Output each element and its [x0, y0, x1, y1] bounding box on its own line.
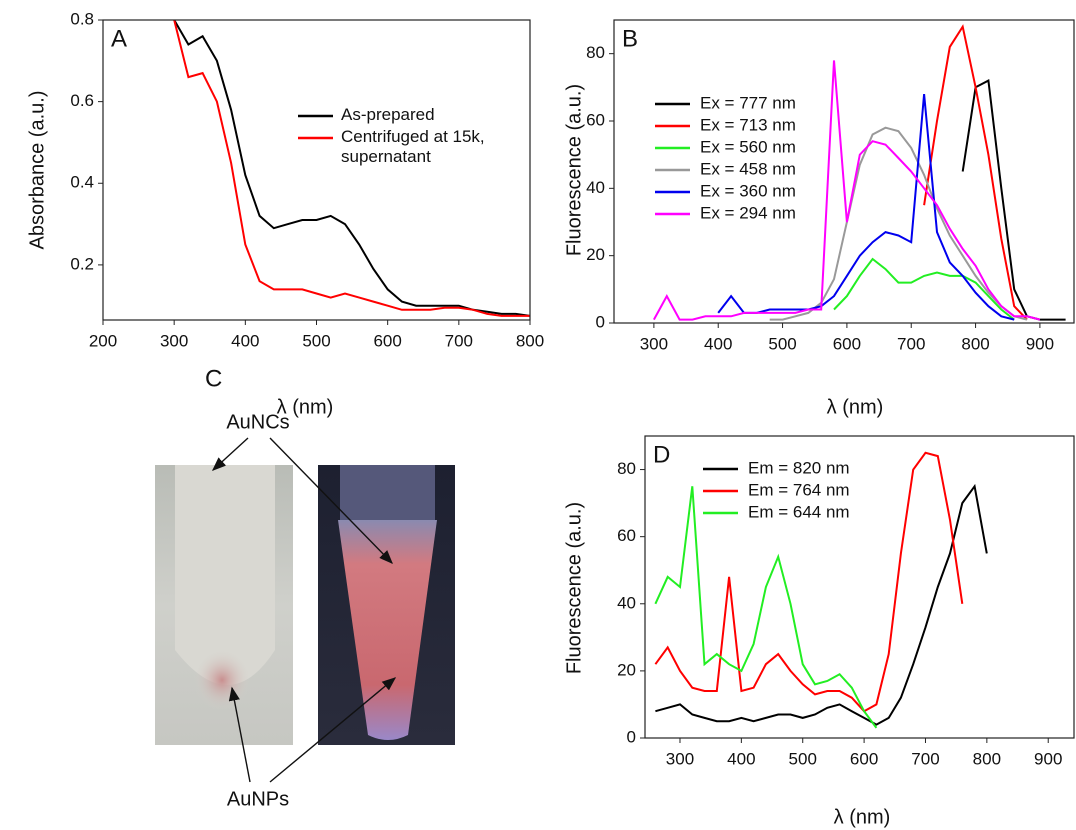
legend-label: Ex = 294 nm: [700, 203, 796, 222]
x-tick-label: 300: [160, 331, 188, 350]
line: [653, 60, 1041, 321]
x-tick-label: 800: [973, 749, 1001, 768]
x-tick-label: 800: [961, 334, 989, 353]
x-tick-label: 300: [640, 334, 668, 353]
panel-label: A: [111, 25, 127, 52]
y-tick-label: 0.6: [70, 91, 94, 110]
panel-label: C: [205, 365, 222, 392]
arrow: [211, 437, 249, 471]
line: [923, 24, 1028, 321]
y-tick-label: 60: [617, 526, 636, 545]
legend-label: Em = 820 nm: [748, 458, 850, 477]
line: [717, 94, 1015, 321]
panel-label: D: [653, 441, 670, 468]
y-tick-label: 40: [586, 178, 605, 197]
tube-top: [340, 465, 435, 520]
y-tick-label: 0.8: [70, 9, 94, 28]
y-axis-title: Fluorescence (a.u.): [563, 84, 585, 256]
legend-label: Ex = 560 nm: [700, 137, 796, 156]
legend-box: As-prepared: [341, 105, 435, 124]
x-tick-label: 600: [850, 749, 878, 768]
y-tick-label: 20: [586, 245, 605, 264]
legend-label: Ex = 713 nm: [700, 115, 796, 134]
x-tick-label: 400: [704, 334, 732, 353]
y-axis-title: Absorbance (a.u.): [26, 91, 48, 250]
plot-lines: [173, 20, 530, 317]
line: [654, 451, 964, 713]
line: [654, 486, 878, 729]
y-tick-label: 0: [596, 312, 605, 331]
legend-label: Ex = 458 nm: [700, 159, 796, 178]
x-tick-label: 500: [768, 334, 796, 353]
x-tick-label: 400: [231, 331, 259, 350]
x-tick-label: 700: [897, 334, 925, 353]
x-tick-label: 900: [1026, 334, 1054, 353]
panel-c: C AuNCs AuNPs: [155, 365, 455, 810]
nanoparticles: [194, 650, 250, 710]
line: [655, 483, 988, 726]
plot-frame: [644, 435, 1075, 739]
arrow: [228, 686, 251, 783]
x-tick-label: 500: [302, 331, 330, 350]
legend-label: Ex = 360 nm: [700, 181, 796, 200]
y-tick-label: 0.2: [70, 254, 94, 273]
y-tick-label: 80: [586, 43, 605, 62]
legend-label: Em = 644 nm: [748, 502, 850, 521]
line: [173, 20, 530, 317]
arrow: [269, 677, 397, 783]
x-tick-label: 800: [516, 331, 544, 350]
x-tick-label: 300: [666, 749, 694, 768]
label-aunp: AuNPs: [227, 788, 289, 810]
tube: [175, 465, 275, 685]
x-tick-label: 700: [911, 749, 939, 768]
line: [833, 257, 1015, 321]
x-tick-label: 700: [445, 331, 473, 350]
legend-box: Centrifuged at 15k, supernatant: [341, 127, 485, 166]
y-axis-title: Fluorescence (a.u.): [563, 502, 585, 674]
legend-label: Em = 764 nm: [748, 480, 850, 499]
y-tick-label: 0.4: [70, 173, 94, 192]
y-tick-label: 80: [617, 459, 636, 478]
arrow: [269, 437, 393, 565]
x-tick-label: 200: [89, 331, 117, 350]
legend-label: As-prepared: [341, 105, 435, 124]
x-tick-label: 900: [1034, 749, 1062, 768]
y-tick-label: 0: [627, 727, 636, 746]
label-aunc: AuNCs: [226, 411, 289, 433]
plot-lines: [654, 451, 988, 729]
plot-frame: [613, 19, 1075, 324]
x-tick-label: 600: [373, 331, 401, 350]
x-axis-title: λ (nm): [834, 806, 891, 828]
x-axis-title: λ (nm): [827, 396, 884, 418]
plot-frame: [102, 19, 531, 321]
x-tick-label: 500: [789, 749, 817, 768]
plot-lines: [653, 24, 1066, 321]
y-tick-label: 60: [586, 110, 605, 129]
x-axis-title: λ (nm): [277, 396, 334, 418]
y-tick-label: 20: [617, 660, 636, 679]
tube-glow: [338, 520, 437, 740]
x-tick-label: 400: [727, 749, 755, 768]
line: [961, 79, 1066, 321]
legend-label: Ex = 777 nm: [700, 93, 796, 112]
legend-label: Centrifuged at 15k, supernatant: [341, 127, 485, 166]
panel-label: B: [622, 25, 638, 52]
x-tick-label: 600: [833, 334, 861, 353]
y-tick-label: 40: [617, 593, 636, 612]
